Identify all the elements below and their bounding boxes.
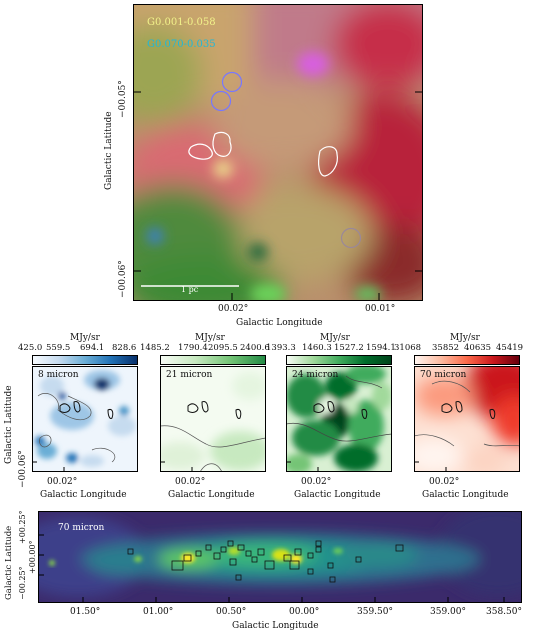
top-x-tick-2: 00.01° xyxy=(365,304,396,314)
bottom-y-tick-2: −00.25° xyxy=(18,566,27,600)
bottom-xlabel: Galactic Longitude xyxy=(232,621,319,631)
bottom-band: 70 micron xyxy=(58,523,105,533)
mid2-tick-3: 2400.6 xyxy=(240,343,270,353)
mid-y-tick: −00.06° xyxy=(18,450,28,488)
mid3-unit: MJy/sr xyxy=(320,333,350,343)
bottom-map xyxy=(38,511,522,603)
mid2-unit: MJy/sr xyxy=(195,333,225,343)
mid4-colorbar xyxy=(414,355,520,365)
top-rgb-image xyxy=(133,4,423,301)
mid1-tick-2: 694.1 xyxy=(80,343,105,353)
mid4-map: 70 micron xyxy=(414,366,520,472)
mid2-xlabel: Galactic Longitude xyxy=(168,490,255,500)
mid1-band: 8 micron xyxy=(38,370,79,380)
mid3-xlabel: Galactic Longitude xyxy=(294,490,381,500)
contour xyxy=(318,146,338,177)
bottom-ylabel: Galactic Latitude xyxy=(4,525,14,600)
top-xlabel: Galactic Longitude xyxy=(236,318,323,328)
mid2-colorbar xyxy=(160,355,266,365)
bottom-x-tick-0: 01.50° xyxy=(70,607,101,617)
mid1-map: 8 micron xyxy=(32,366,138,472)
mid4-tick-2: 40635 xyxy=(464,343,492,353)
mid3-map: 24 micron xyxy=(286,366,392,472)
source-label-1: G0.001-0.058 xyxy=(147,17,216,28)
mid3-colorbar xyxy=(286,355,392,365)
bottom-x-tick-3: 00.00° xyxy=(289,607,320,617)
mid3-tick-3: 1594.1 xyxy=(366,343,396,353)
mid4-band: 70 micron xyxy=(420,370,467,380)
mid4-x-tick: 00.02° xyxy=(429,477,460,487)
mid3-tick-0: 1393.3 xyxy=(266,343,296,353)
bottom-panel: 70 micron xyxy=(38,511,522,603)
mid3-band: 24 micron xyxy=(292,370,339,380)
top-x-tick-1: 00.02° xyxy=(218,304,249,314)
bottom-x-tick-2: 00.50° xyxy=(216,607,247,617)
mid2-tick-0: 1485.2 xyxy=(140,343,170,353)
mid3-tick-2: 1527.2 xyxy=(334,343,364,353)
mid2-tick-1: 1790.4 xyxy=(178,343,208,353)
top-panel: G0.001-0.058 G0.070-0.035 1 pc xyxy=(133,4,423,301)
mid1-colorbar xyxy=(32,355,138,365)
top-ylabel: Galactic Latitude xyxy=(104,111,114,190)
bottom-y-tick-0: +00.25° xyxy=(18,510,27,544)
source-label-2: G0.070-0.035 xyxy=(147,39,216,50)
contour xyxy=(212,131,232,157)
mid1-x-tick: 00.02° xyxy=(47,477,78,487)
top-y-tick-2: −00.06° xyxy=(118,260,128,298)
contour xyxy=(188,143,213,160)
mid3-x-tick: 00.02° xyxy=(301,477,332,487)
mid4-tick-1: 35852 xyxy=(432,343,460,353)
mid1-unit: MJy/sr xyxy=(70,333,100,343)
region-circle xyxy=(340,227,362,249)
region-circle xyxy=(210,90,232,112)
region-circle xyxy=(221,71,243,93)
scalebar-label: 1 pc xyxy=(181,285,199,294)
mid2-map: 21 micron xyxy=(160,366,266,472)
mid4-xlabel: Galactic Longitude xyxy=(422,490,509,500)
mid4-unit: MJy/sr xyxy=(450,333,480,343)
bottom-x-tick-6: 358.50° xyxy=(486,607,522,617)
mid3-tick-1: 1460.3 xyxy=(302,343,332,353)
bottom-x-tick-1: 01.00° xyxy=(143,607,174,617)
mid1-tick-3: 828.6 xyxy=(112,343,137,353)
mid2-tick-2: 2095.5 xyxy=(208,343,238,353)
mid4-tick-0: 31068 xyxy=(394,343,422,353)
mid1-xlabel: Galactic Longitude xyxy=(40,490,127,500)
top-y-tick-1: −00.05° xyxy=(118,80,128,118)
mid4-tick-3: 45419 xyxy=(496,343,524,353)
bottom-x-tick-4: 359.50° xyxy=(357,607,393,617)
mid2-x-tick: 00.02° xyxy=(175,477,206,487)
mid1-tick-0: 425.0 xyxy=(18,343,43,353)
mid1-tick-1: 559.5 xyxy=(46,343,71,353)
mid2-band: 21 micron xyxy=(166,370,213,380)
mid-ylabel: Galactic Latitude xyxy=(4,385,14,464)
bottom-x-tick-5: 359.00° xyxy=(430,607,466,617)
bottom-y-tick-1: +00.00° xyxy=(28,540,37,574)
